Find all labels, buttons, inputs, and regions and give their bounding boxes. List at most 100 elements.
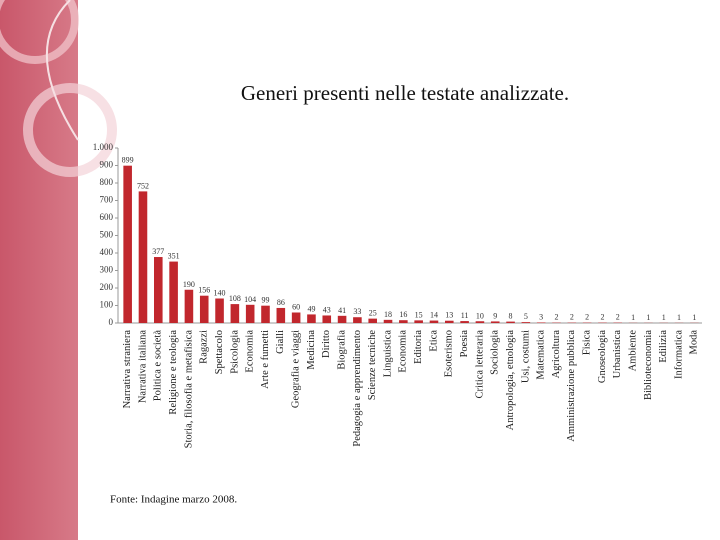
x-tick-label: Politica e società — [153, 330, 164, 401]
bar — [154, 257, 163, 323]
value-label: 2 — [555, 313, 559, 322]
x-tick-label: Critica letteraria — [474, 330, 485, 399]
y-tick-label: 900 — [100, 160, 114, 170]
bar — [368, 318, 377, 323]
x-tick-label: Esoterismo — [444, 330, 455, 377]
value-label: 3 — [539, 312, 543, 321]
y-tick-label: 800 — [100, 177, 114, 187]
bar — [199, 295, 209, 323]
x-tick-label: Pedagogia e apprendimento — [352, 330, 363, 447]
x-tick-label: Usi, costumi — [520, 330, 531, 383]
x-tick-label: Edilizia — [658, 330, 669, 363]
value-label: 15 — [415, 310, 423, 319]
value-label: 2 — [600, 313, 604, 322]
x-tick-label: Biblioteconomia — [643, 330, 654, 400]
value-label: 60 — [292, 303, 300, 312]
bar — [506, 321, 515, 323]
x-tick-label: Arte e fumetti — [260, 330, 271, 389]
value-label: 18 — [384, 310, 392, 319]
bar — [138, 191, 148, 323]
x-tick-label: Scienze tecniche — [367, 330, 378, 401]
value-label: 140 — [214, 289, 226, 298]
value-label: 2 — [570, 313, 574, 322]
deco-line — [45, 0, 79, 141]
y-tick-label: 0 — [109, 317, 114, 327]
x-tick-label: Biografia — [336, 330, 347, 370]
x-tick-label: Diritto — [321, 330, 332, 358]
value-label: 752 — [137, 181, 149, 190]
value-label: 16 — [399, 310, 407, 319]
y-tick-label: 1.000 — [93, 142, 114, 152]
x-tick-label: Amministrazione pubblica — [566, 330, 577, 442]
value-label: 1 — [662, 313, 666, 322]
y-tick-label: 400 — [100, 247, 114, 257]
bar — [230, 304, 240, 323]
x-tick-label: Gnoseologia — [597, 330, 608, 383]
bar — [429, 320, 439, 323]
bar — [414, 320, 423, 323]
bar — [445, 320, 454, 323]
bar — [460, 321, 469, 323]
bar — [123, 165, 132, 323]
bar — [184, 289, 194, 323]
bar — [399, 320, 408, 323]
x-tick-label: Antropologia, etnologia — [505, 330, 516, 431]
bar — [475, 321, 485, 323]
side-stripe — [0, 0, 78, 540]
bar — [291, 312, 301, 323]
bar — [521, 322, 531, 323]
bar — [337, 315, 347, 323]
value-label: 11 — [461, 311, 469, 320]
value-label: 1 — [692, 313, 696, 322]
x-tick-label: Storia, filosofia e metafisica — [183, 330, 194, 449]
value-label: 14 — [430, 311, 438, 320]
value-label: 9 — [493, 311, 497, 320]
value-label: 104 — [244, 295, 256, 304]
value-label: 1 — [677, 313, 681, 322]
bar — [245, 304, 255, 323]
bar — [307, 314, 316, 323]
x-tick-label: Narrativa italiana — [137, 330, 148, 404]
deco-circle — [0, 0, 79, 64]
bar — [383, 319, 393, 323]
x-tick-label: Gialli — [275, 330, 286, 354]
x-tick-label: Psicologia — [229, 330, 240, 374]
y-tick-label: 700 — [100, 195, 114, 205]
y-tick-label: 200 — [100, 282, 114, 292]
value-label: 8 — [509, 312, 513, 321]
deco-circle — [23, 83, 117, 177]
y-tick-label: 300 — [100, 265, 114, 275]
x-tick-label: Editoria — [413, 330, 424, 364]
value-label: 5 — [524, 312, 528, 321]
x-tick-label: Narrativa straniera — [122, 330, 133, 409]
value-label: 190 — [183, 280, 195, 289]
value-label: 1 — [646, 313, 650, 322]
x-tick-label: Linguistica — [382, 330, 393, 378]
x-tick-label: Economia — [245, 330, 256, 373]
x-tick-label: Etica — [428, 330, 439, 352]
bar — [215, 298, 224, 323]
value-label: 25 — [369, 309, 377, 318]
value-label: 10 — [476, 311, 484, 320]
x-tick-label: Poesia — [459, 330, 470, 358]
x-tick-label: Religione e teologia — [168, 330, 179, 415]
x-tick-label: Medicina — [306, 330, 317, 370]
bar — [536, 322, 546, 323]
value-label: 43 — [323, 305, 331, 314]
bar — [276, 307, 286, 323]
y-tick-label: 500 — [100, 230, 114, 240]
source-note: Fonte: Indagine marzo 2008. — [110, 494, 237, 506]
x-tick-label: Ragazzi — [199, 330, 210, 364]
bar — [353, 317, 362, 323]
value-label: 156 — [198, 286, 210, 295]
value-label: 377 — [152, 247, 164, 256]
x-tick-label: Geografia e viaggi — [291, 330, 302, 408]
value-label: 86 — [277, 298, 285, 307]
y-tick-label: 100 — [100, 300, 114, 310]
x-tick-label: Sociologia — [490, 330, 501, 375]
value-label: 41 — [338, 306, 346, 315]
x-tick-label: Spettacolo — [214, 330, 225, 374]
y-tick-label: 600 — [100, 212, 114, 222]
x-tick-label: Moda — [689, 330, 700, 355]
